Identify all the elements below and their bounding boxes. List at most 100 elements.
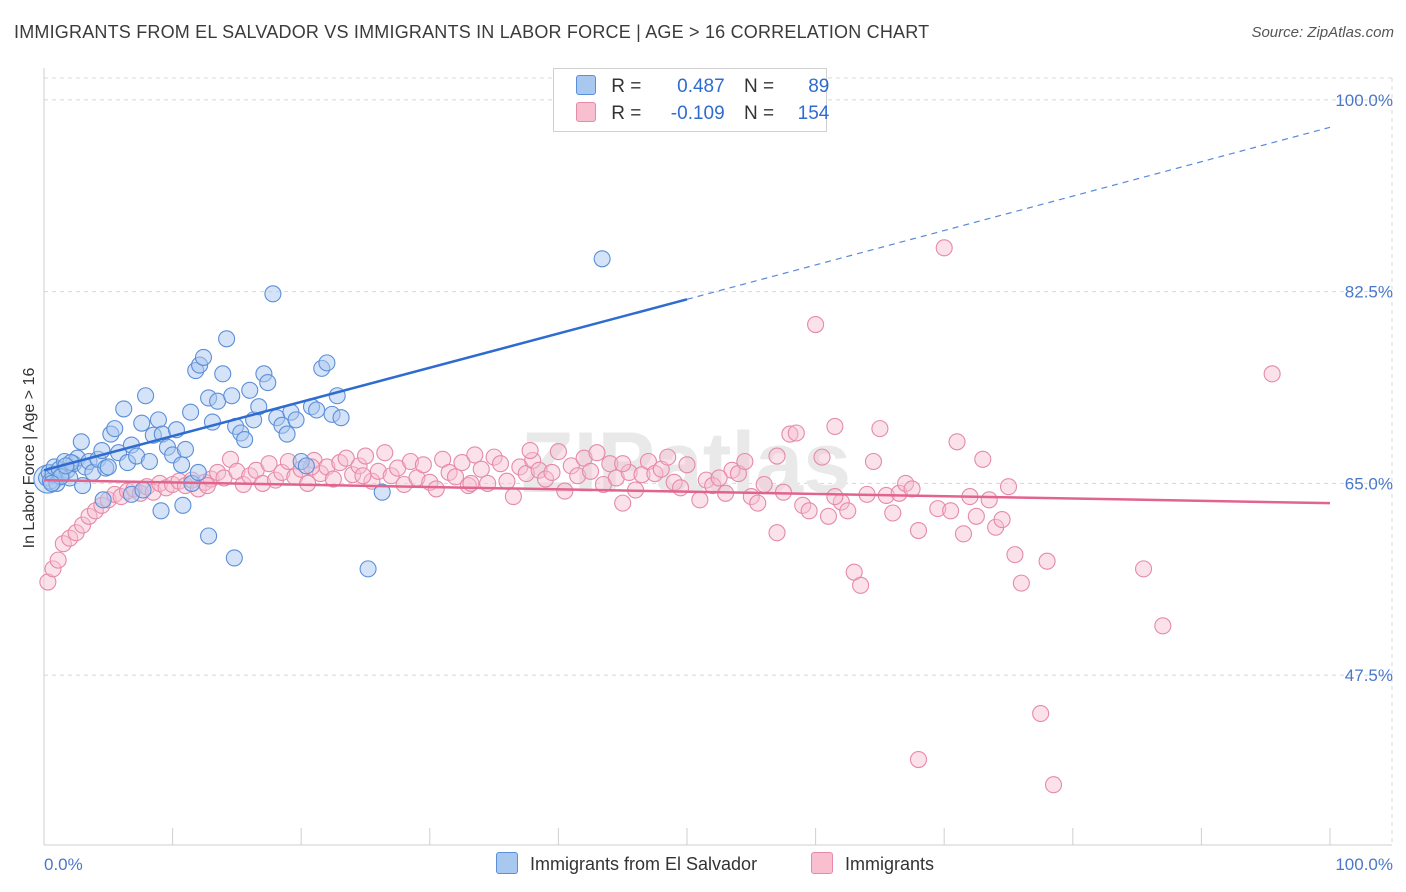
pink-point [768, 447, 786, 465]
pink-point [607, 469, 625, 487]
pink-point [1032, 704, 1050, 723]
blue-point [72, 433, 90, 451]
pink-point [929, 500, 947, 518]
pink-point [569, 467, 587, 485]
y-tick-label: 65.0% [1345, 474, 1393, 493]
watermark: ZIPatlas [521, 415, 851, 511]
blue-point [194, 348, 213, 366]
pink-point [967, 507, 985, 525]
pink-point [749, 494, 767, 512]
axes [43, 68, 1392, 846]
pink-point [1154, 617, 1172, 635]
blue-point [332, 409, 350, 427]
pink-point [466, 446, 484, 464]
blue-point [287, 411, 305, 429]
pink-point [864, 452, 883, 471]
pink-point [601, 455, 619, 473]
pink-point [691, 491, 709, 509]
blue-point [173, 456, 191, 474]
pink-point [614, 455, 632, 473]
pink-point [999, 478, 1018, 496]
pink-point [768, 524, 786, 542]
blue-point [182, 403, 200, 421]
legend-n-label: N = [743, 103, 775, 124]
pink-point [826, 488, 844, 506]
blue-point [250, 398, 268, 416]
trend-lines [43, 126, 1331, 505]
pink-point [273, 463, 291, 482]
pink-point [562, 457, 580, 475]
pink-point [672, 479, 690, 497]
blue-point [176, 440, 195, 458]
blue-point [259, 374, 277, 392]
pink-point [710, 469, 728, 487]
pink-point [852, 576, 870, 594]
blue-point [308, 401, 326, 419]
pink-point [491, 455, 510, 473]
pink-point [871, 420, 889, 438]
blue-point [593, 250, 611, 268]
stats-legend: R = 0.487 N = 89 R = -0.109 N = 154 [553, 68, 830, 132]
x-tick-label: 100.0% [1335, 855, 1393, 874]
pink-point [787, 424, 805, 442]
pink-point [1134, 560, 1153, 578]
pink-point [813, 448, 831, 466]
pink-point [350, 457, 368, 475]
blue-point [297, 457, 315, 475]
pink-point [935, 239, 953, 257]
blue-trend-extension [686, 126, 1331, 300]
pink-point [1006, 546, 1024, 564]
pink-point [337, 449, 355, 467]
blue-point [236, 431, 254, 449]
blue-point [373, 483, 391, 501]
blue-point [264, 285, 282, 303]
pink-point [472, 460, 490, 478]
tick-labels: 47.5% 65.0% 82.5% 100.0% 0.0% 100.0% [44, 91, 1393, 874]
blue-point [223, 387, 241, 405]
pink-point [1263, 365, 1281, 383]
chart-title: IMMIGRANTS FROM EL SALVADOR VS IMMIGRANT… [14, 22, 930, 42]
pink-point [614, 494, 632, 512]
pink-point [909, 521, 928, 540]
y-tick-label: 100.0% [1335, 91, 1393, 110]
pink-point [401, 452, 420, 471]
legend-item-el-salvador[interactable]: Immigrants from El Salvador [496, 852, 757, 875]
pink-point [311, 465, 330, 483]
legend-n-value: 89 [808, 76, 830, 97]
pink-swatch [811, 852, 833, 874]
blue-point [225, 549, 243, 567]
pink-point [954, 525, 973, 543]
blue-point [359, 560, 377, 578]
pink-point [44, 560, 62, 578]
pink-point [659, 448, 677, 466]
pink-point [581, 462, 600, 480]
pink-point [530, 461, 548, 479]
blue-point [99, 458, 117, 476]
pink-trend-line [43, 478, 1331, 505]
pink-point [620, 463, 638, 482]
pink-point [376, 444, 394, 462]
blue-point [218, 330, 236, 348]
pink-point [755, 475, 773, 494]
legend-item-label: Immigrants [845, 854, 935, 874]
pink-point [909, 750, 928, 769]
legend-item-label: Immigrants from El Salvador [530, 854, 758, 874]
pink-point [356, 447, 375, 465]
pink-point [324, 470, 342, 488]
pink-point [736, 452, 754, 471]
pink-series-points [39, 239, 1281, 794]
pink-point [781, 425, 799, 443]
legend-n-value: 154 [797, 103, 830, 124]
x-tick-label: 0.0% [44, 855, 83, 874]
legend-r-value: 0.487 [677, 76, 725, 97]
pink-point [884, 504, 902, 522]
blue-point [318, 354, 336, 372]
pink-point [299, 474, 317, 492]
legend-item-immigrants[interactable]: Immigrants [811, 852, 934, 875]
pink-point [49, 551, 67, 569]
pink-point [800, 502, 818, 520]
blue-point [152, 502, 170, 520]
blue-point [278, 425, 296, 443]
pink-point [414, 456, 432, 474]
